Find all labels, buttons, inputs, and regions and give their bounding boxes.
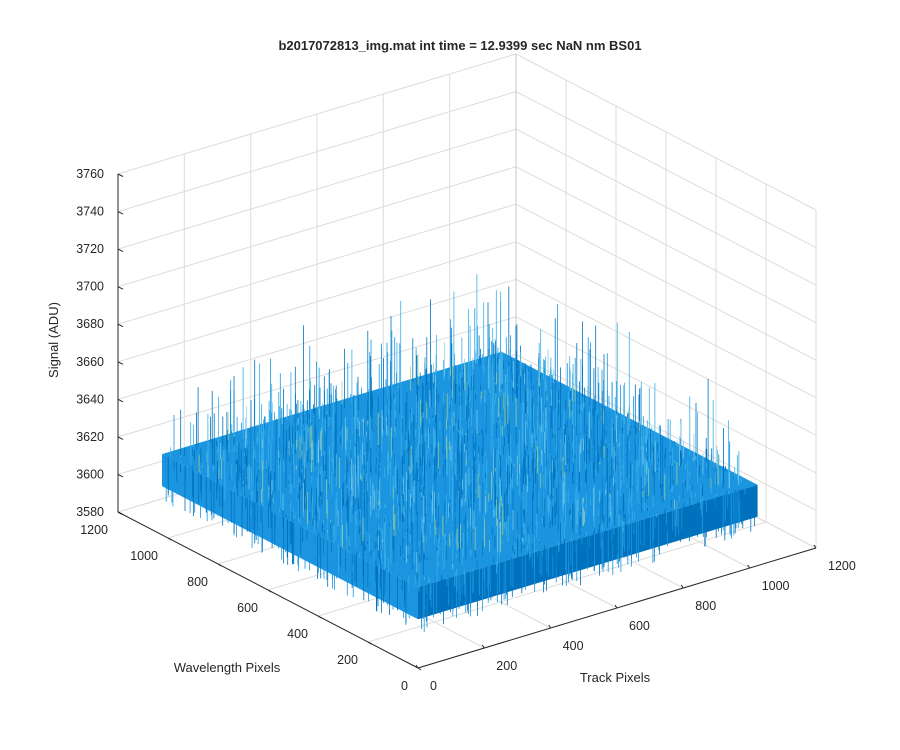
x-tick-mark bbox=[813, 544, 817, 549]
grid-line-z-back bbox=[117, 91, 517, 213]
x-tick-mark bbox=[680, 584, 684, 589]
z-tick-mark bbox=[117, 473, 124, 478]
y-tick-mark bbox=[367, 641, 372, 645]
z-tick-mark bbox=[117, 361, 124, 365]
z-tick-label: 3680 bbox=[76, 317, 104, 331]
x-tick-mark bbox=[415, 664, 419, 669]
grid-line-z-right bbox=[515, 278, 817, 436]
grid-line-z-back bbox=[117, 241, 517, 363]
y-tick-mark bbox=[317, 615, 322, 619]
z-tick-mark bbox=[117, 248, 124, 253]
x-tick-label: 800 bbox=[695, 599, 716, 613]
axes-lines bbox=[117, 173, 817, 671]
y-tick-label: 800 bbox=[187, 575, 208, 589]
x-axis-label: Track Pixels bbox=[580, 670, 651, 685]
grid-line-z-back bbox=[117, 203, 517, 325]
grid-line-z-right bbox=[515, 166, 817, 324]
grid-line-z-right bbox=[515, 128, 817, 286]
y-tick-mark bbox=[417, 667, 422, 671]
x-tick-label: 400 bbox=[563, 639, 584, 653]
z-tick-label: 3580 bbox=[76, 505, 104, 519]
grid-line-z-right bbox=[515, 316, 817, 474]
grid-line-z-right bbox=[515, 353, 817, 511]
z-tick-label: 3740 bbox=[76, 205, 104, 219]
y-tick-label: 0 bbox=[401, 679, 408, 693]
z-axis-label: Signal (ADU) bbox=[46, 302, 61, 378]
z-tick-mark bbox=[117, 173, 124, 177]
x-tick-mark bbox=[481, 644, 485, 649]
z-tick-label: 3720 bbox=[76, 242, 104, 256]
x-tick-label: 1200 bbox=[828, 559, 856, 573]
tick-labels: 0 200 400 600 800 1000 1200 0 200 400 600 800 1000 12… bbox=[76, 167, 856, 693]
z-tick-label: 3660 bbox=[76, 355, 104, 369]
z-tick-mark bbox=[117, 511, 124, 515]
y-tick-mark bbox=[217, 563, 222, 567]
z-tick-mark bbox=[117, 286, 124, 290]
z-tick-mark bbox=[117, 323, 124, 328]
y-tick-label: 200 bbox=[337, 653, 358, 667]
z-tick-label: 3760 bbox=[76, 167, 104, 181]
z-tick-mark bbox=[117, 211, 124, 215]
z-tick-mark bbox=[117, 436, 124, 440]
grid-line-z-back bbox=[117, 53, 517, 175]
z-tick-label: 3620 bbox=[76, 430, 104, 444]
grid-line-z-back bbox=[117, 316, 517, 438]
x-tick-label: 1000 bbox=[762, 579, 790, 593]
grid-line-z-right bbox=[515, 241, 817, 399]
y-tick-label: 400 bbox=[287, 627, 308, 641]
grid-line-z-back bbox=[117, 128, 517, 250]
x-tick-mark bbox=[548, 624, 552, 629]
grid-line-z-right bbox=[515, 203, 817, 361]
x-tick-mark bbox=[614, 604, 618, 609]
grid-line-z-back bbox=[117, 166, 517, 288]
y-tick-label: 1200 bbox=[80, 523, 108, 537]
grid-line-z-back bbox=[117, 278, 517, 400]
z-tick-label: 3700 bbox=[76, 280, 104, 294]
chart-title: b2017072813_img.mat int time = 12.9399 s… bbox=[278, 38, 641, 53]
y-axis-label: Wavelength Pixels bbox=[174, 660, 281, 675]
y-tick-label: 1000 bbox=[130, 549, 158, 563]
x-tick-label: 0 bbox=[430, 679, 437, 693]
grid-line-z-right bbox=[515, 91, 817, 249]
z-tick-label: 3600 bbox=[76, 467, 104, 481]
x-tick-label: 600 bbox=[629, 619, 650, 633]
z-tick-mark bbox=[117, 398, 124, 403]
x-tick-mark bbox=[747, 564, 751, 569]
surface-plot bbox=[162, 274, 758, 632]
y-tick-mark bbox=[267, 589, 272, 593]
y-tick-label: 600 bbox=[237, 601, 258, 615]
grid-line-z-right bbox=[515, 53, 817, 211]
x-tick-label: 200 bbox=[496, 659, 517, 673]
grid-line-y-floor bbox=[367, 521, 767, 643]
y-tick-mark bbox=[167, 537, 172, 541]
z-tick-label: 3640 bbox=[76, 392, 104, 406]
